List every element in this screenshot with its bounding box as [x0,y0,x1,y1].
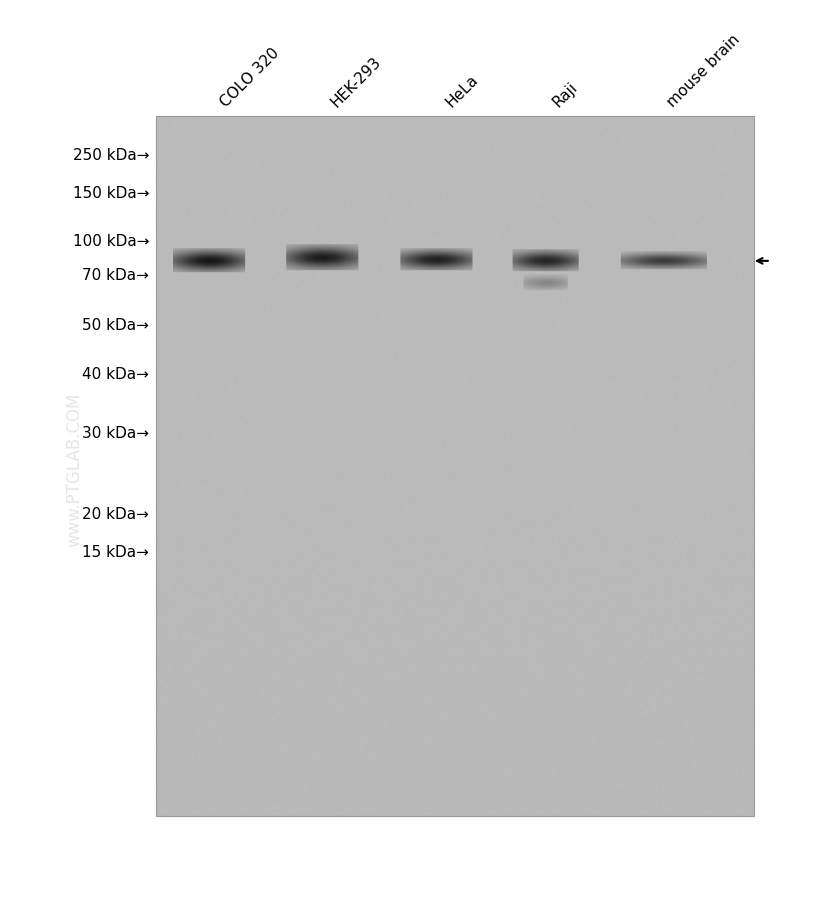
Text: 20 kDa→: 20 kDa→ [82,507,149,521]
Text: COLO 320: COLO 320 [217,45,282,110]
Text: 40 kDa→: 40 kDa→ [82,367,149,382]
Bar [156,117,753,816]
Text: www.PTGLAB.COM: www.PTGLAB.COM [65,392,83,546]
Text: 30 kDa→: 30 kDa→ [82,426,149,440]
Text: HeLa: HeLa [442,72,480,110]
Text: 250 kDa→: 250 kDa→ [73,148,149,162]
Text: 150 kDa→: 150 kDa→ [73,186,149,200]
Text: Raji: Raji [549,79,579,110]
Text: 50 kDa→: 50 kDa→ [82,318,149,332]
Text: mouse brain: mouse brain [663,32,741,110]
Text: 15 kDa→: 15 kDa→ [82,545,149,559]
Text: 100 kDa→: 100 kDa→ [73,234,149,248]
Text: 70 kDa→: 70 kDa→ [82,268,149,282]
Text: HEK-293: HEK-293 [328,54,383,110]
